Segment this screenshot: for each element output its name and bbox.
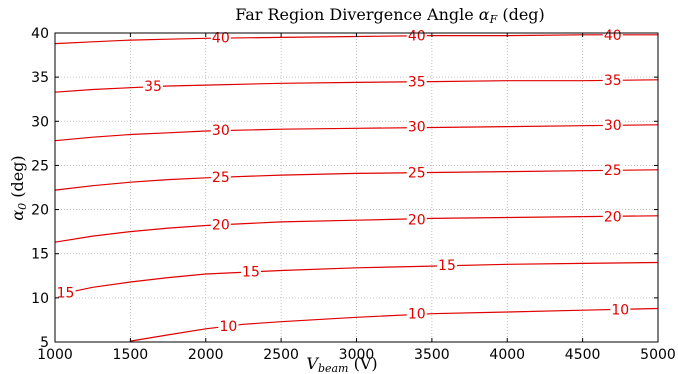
contour-label: 35 [144, 79, 162, 95]
contour-label-gap [602, 162, 623, 177]
contour-label: 10 [611, 302, 629, 318]
contour-label-gap [436, 258, 457, 273]
contour-label-gap [406, 74, 427, 89]
contour-line-10 [130, 307, 659, 342]
x-tick-label: 5000 [640, 347, 676, 363]
x-tick-label: 2000 [188, 347, 224, 363]
x-tick-label: 4000 [489, 347, 525, 363]
grid-lines [55, 33, 658, 342]
contour-label-gap [602, 209, 623, 224]
contour-label: 25 [408, 165, 426, 181]
contour-label-gap [55, 285, 76, 300]
contour-lines [54, 34, 659, 342]
contour-label: 25 [604, 163, 622, 179]
y-tick-label: 15 [31, 247, 49, 263]
contour-label-gap [210, 30, 231, 45]
x-tick-label: 3500 [414, 347, 450, 363]
contour-label: 25 [212, 170, 230, 186]
contour-line-15 [54, 261, 659, 296]
contour-label-gap [406, 119, 427, 134]
y-axis-ticks: 5 10 15 20 25 30 35 40 [31, 26, 658, 351]
contour-label-gap [210, 169, 231, 184]
contour-label: 15 [438, 258, 456, 274]
x-axis-label: Vbeam (V) [306, 354, 377, 374]
contour-label: 35 [408, 75, 426, 91]
contour-line-25 [54, 169, 659, 191]
x-tick-label: 2500 [263, 347, 299, 363]
contour-label-gap [602, 72, 623, 87]
contour-line-30 [54, 124, 659, 142]
contour-label: 15 [57, 286, 75, 302]
contour-label-gap [406, 306, 427, 321]
contour-label: 40 [604, 28, 622, 44]
contour-label-gap [240, 264, 261, 279]
contour-label: 20 [408, 212, 426, 228]
contour-label: 30 [604, 118, 622, 134]
contour-line-40 [54, 34, 658, 45]
y-tick-label: 40 [31, 26, 49, 42]
contour-label-gap [218, 319, 239, 334]
contour-label: 10 [219, 319, 237, 335]
y-tick-label: 35 [31, 70, 49, 86]
contour-label: 15 [242, 264, 260, 280]
x-axis-ticks: 1000 1500 2000 2500 3000 3500 4000 4500 5000 [37, 33, 676, 363]
y-tick-label: 5 [40, 335, 49, 351]
x-tick-label: 4500 [565, 347, 601, 363]
contour-label: 10 [408, 307, 426, 323]
contour-label: 20 [212, 218, 230, 234]
y-tick-label: 25 [31, 158, 49, 174]
contour-label-gap [406, 212, 427, 227]
contour-label: 35 [604, 73, 622, 89]
x-tick-label: 1500 [113, 347, 149, 363]
x-tick-label: 1000 [37, 347, 73, 363]
contour-line-35 [54, 79, 659, 93]
contour-line-20 [54, 215, 659, 243]
y-axis-label: α0 (deg) [8, 155, 29, 220]
contour-label-gap [210, 217, 231, 232]
contour-label: 20 [604, 210, 622, 226]
contour-label-gap [602, 27, 623, 42]
contour-label: 30 [408, 120, 426, 136]
contour-label: 40 [408, 29, 426, 45]
contour-label-gap [406, 28, 427, 43]
y-tick-label: 30 [31, 114, 49, 130]
contour-label: 40 [212, 30, 230, 46]
chart-title: Far Region Divergence Angle αF (deg) [235, 5, 545, 26]
y-tick-label: 20 [31, 203, 49, 219]
contour-label-gap [210, 123, 231, 138]
x-tick-label: 3000 [339, 347, 375, 363]
contour-label-gap [610, 302, 631, 317]
contour-label-gap [142, 78, 163, 93]
contour-label-gap [602, 117, 623, 132]
contour-labels: 10 10 10 15 15 15 20 20 20 25 25 25 30 30 30 35 35 35 40 40… [55, 27, 631, 335]
y-tick-label: 10 [31, 291, 49, 307]
contour-label: 30 [212, 123, 230, 139]
contour-label-gap [406, 165, 427, 180]
